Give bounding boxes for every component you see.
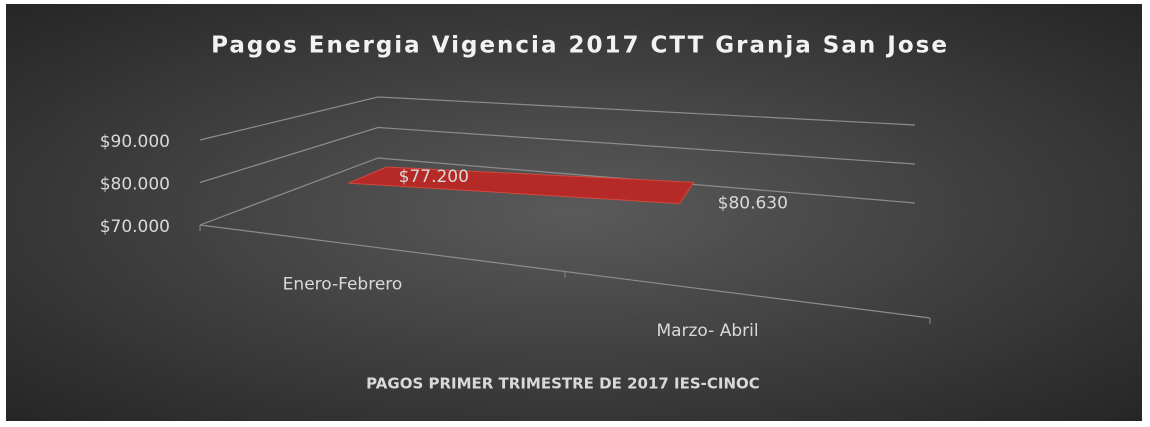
data-label: $77.200 [399, 167, 469, 187]
grid-line [199, 157, 916, 226]
chart-title: Pagos Energia Vigencia 2017 CTT Granja S… [211, 33, 949, 59]
y-tick-label: $80.000 [100, 175, 170, 195]
chart-area [6, 4, 1142, 421]
x-tick-label: Marzo- Abril [656, 321, 758, 341]
x-axis-title: PAGOS PRIMER TRIMESTRE DE 2017 IES-CINOC [366, 375, 760, 393]
grid-line [199, 126, 916, 184]
data-label: $80.630 [718, 194, 788, 214]
area [348, 166, 695, 205]
x-tick-label: Enero-Febrero [283, 274, 403, 294]
grid-line [199, 96, 916, 141]
y-tick-label: $70.000 [100, 217, 170, 237]
y-tick-label: $90.000 [100, 132, 170, 152]
